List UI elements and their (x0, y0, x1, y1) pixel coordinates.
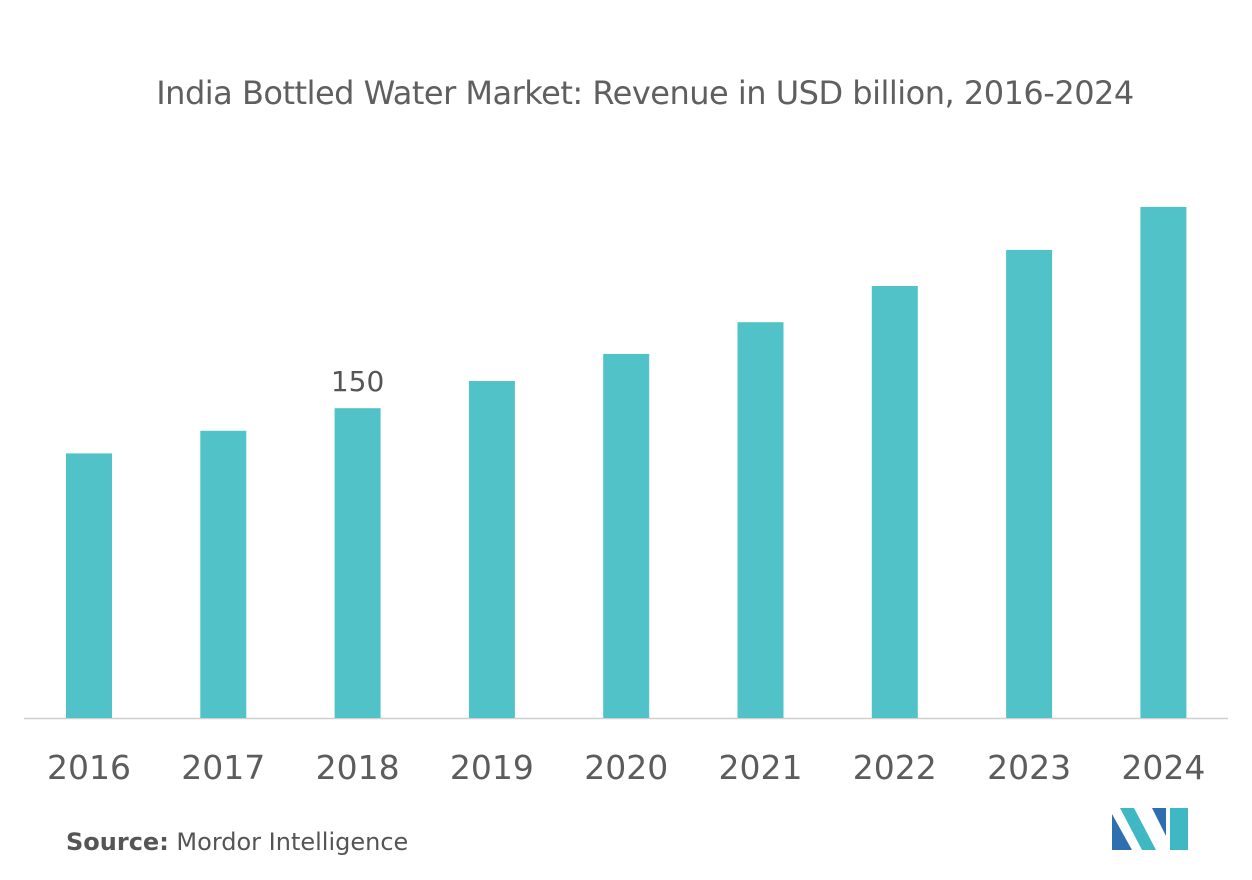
x-tick-label-2024: 2024 (1121, 748, 1205, 787)
logo-right-left-shape (1152, 808, 1166, 836)
x-tick-label-2022: 2022 (853, 748, 937, 787)
bar-2019 (468, 381, 515, 718)
logo-mid-shape (1120, 808, 1156, 850)
chart-title: India Bottled Water Market: Revenue in U… (156, 74, 1134, 112)
bar-2017 (200, 430, 247, 718)
x-tick-label-2019: 2019 (450, 748, 534, 787)
x-tick-label-2023: 2023 (987, 748, 1071, 787)
logo-right-shape (1170, 808, 1188, 850)
source-text: Mordor Intelligence (168, 828, 409, 856)
bar-2023 (1006, 249, 1053, 718)
x-tick-label-2021: 2021 (719, 748, 803, 787)
bar-2020 (603, 353, 650, 718)
x-tick-label-2016: 2016 (47, 748, 131, 787)
source-note: Source: Mordor Intelligence (66, 828, 408, 856)
x-tick-label-2017: 2017 (181, 748, 265, 787)
x-tick-label-2018: 2018 (316, 748, 400, 787)
bar-2024 (1140, 206, 1187, 718)
bar-2018 (334, 408, 381, 718)
bar-2022 (871, 286, 918, 718)
bar-2016 (66, 453, 112, 718)
data-label-2018: 150 (331, 365, 384, 398)
mordor-intelligence-logo-icon (1112, 808, 1188, 850)
x-tick-label-2020: 2020 (584, 748, 668, 787)
source-label: Source: (66, 828, 169, 856)
logo-left-shape (1112, 814, 1132, 850)
bar-2021 (737, 322, 784, 718)
